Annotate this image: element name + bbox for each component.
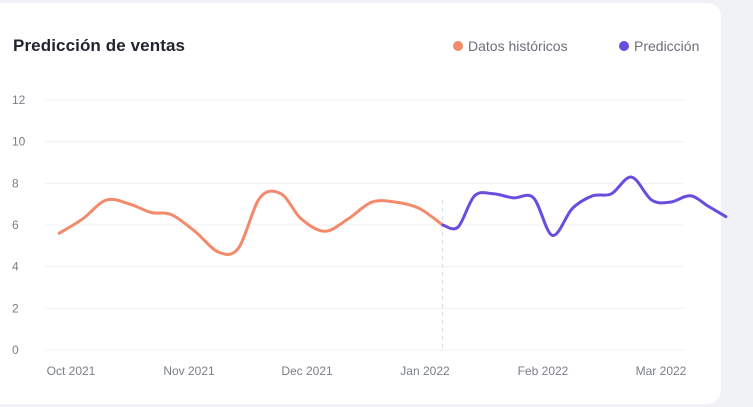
legend-label-historical: Datos históricos xyxy=(468,38,568,54)
x-axis: Oct 2021 Nov 2021 Dec 2021 Jan 2022 Feb 2022… xyxy=(47,364,687,378)
legend-dot-historical xyxy=(453,41,463,51)
y-tick-label: 8 xyxy=(12,176,19,190)
chart-title: Predicción de ventas xyxy=(13,36,186,55)
series-layer xyxy=(57,175,728,256)
legend-label-prediction: Predicción xyxy=(634,38,700,54)
series-line-historical[interactable] xyxy=(57,189,445,256)
legend-dot-prediction xyxy=(619,41,629,51)
y-tick-label: 2 xyxy=(12,301,19,315)
y-tick-label: 6 xyxy=(12,218,19,232)
x-tick-label: Mar 2022 xyxy=(636,364,687,378)
y-tick-label: 4 xyxy=(12,260,19,274)
x-tick-label: Nov 2021 xyxy=(163,364,215,378)
y-tick-label: 10 xyxy=(12,135,26,149)
x-tick-label: Oct 2021 xyxy=(47,364,96,378)
legend-item-prediction[interactable]: Predicción xyxy=(619,38,699,54)
x-tick-label: Jan 2022 xyxy=(400,364,450,378)
y-tick-label: 12 xyxy=(12,93,26,107)
grid-layer xyxy=(45,99,684,351)
x-tick-label: Dec 2021 xyxy=(281,364,333,378)
legend-item-historical[interactable]: Datos históricos xyxy=(453,38,568,54)
y-tick-label: 0 xyxy=(12,343,19,357)
series-line-prediction[interactable] xyxy=(441,175,728,237)
x-tick-label: Feb 2022 xyxy=(518,364,569,378)
chart-card xyxy=(0,3,721,404)
y-axis: 0 2 4 6 8 10 12 xyxy=(12,93,26,357)
